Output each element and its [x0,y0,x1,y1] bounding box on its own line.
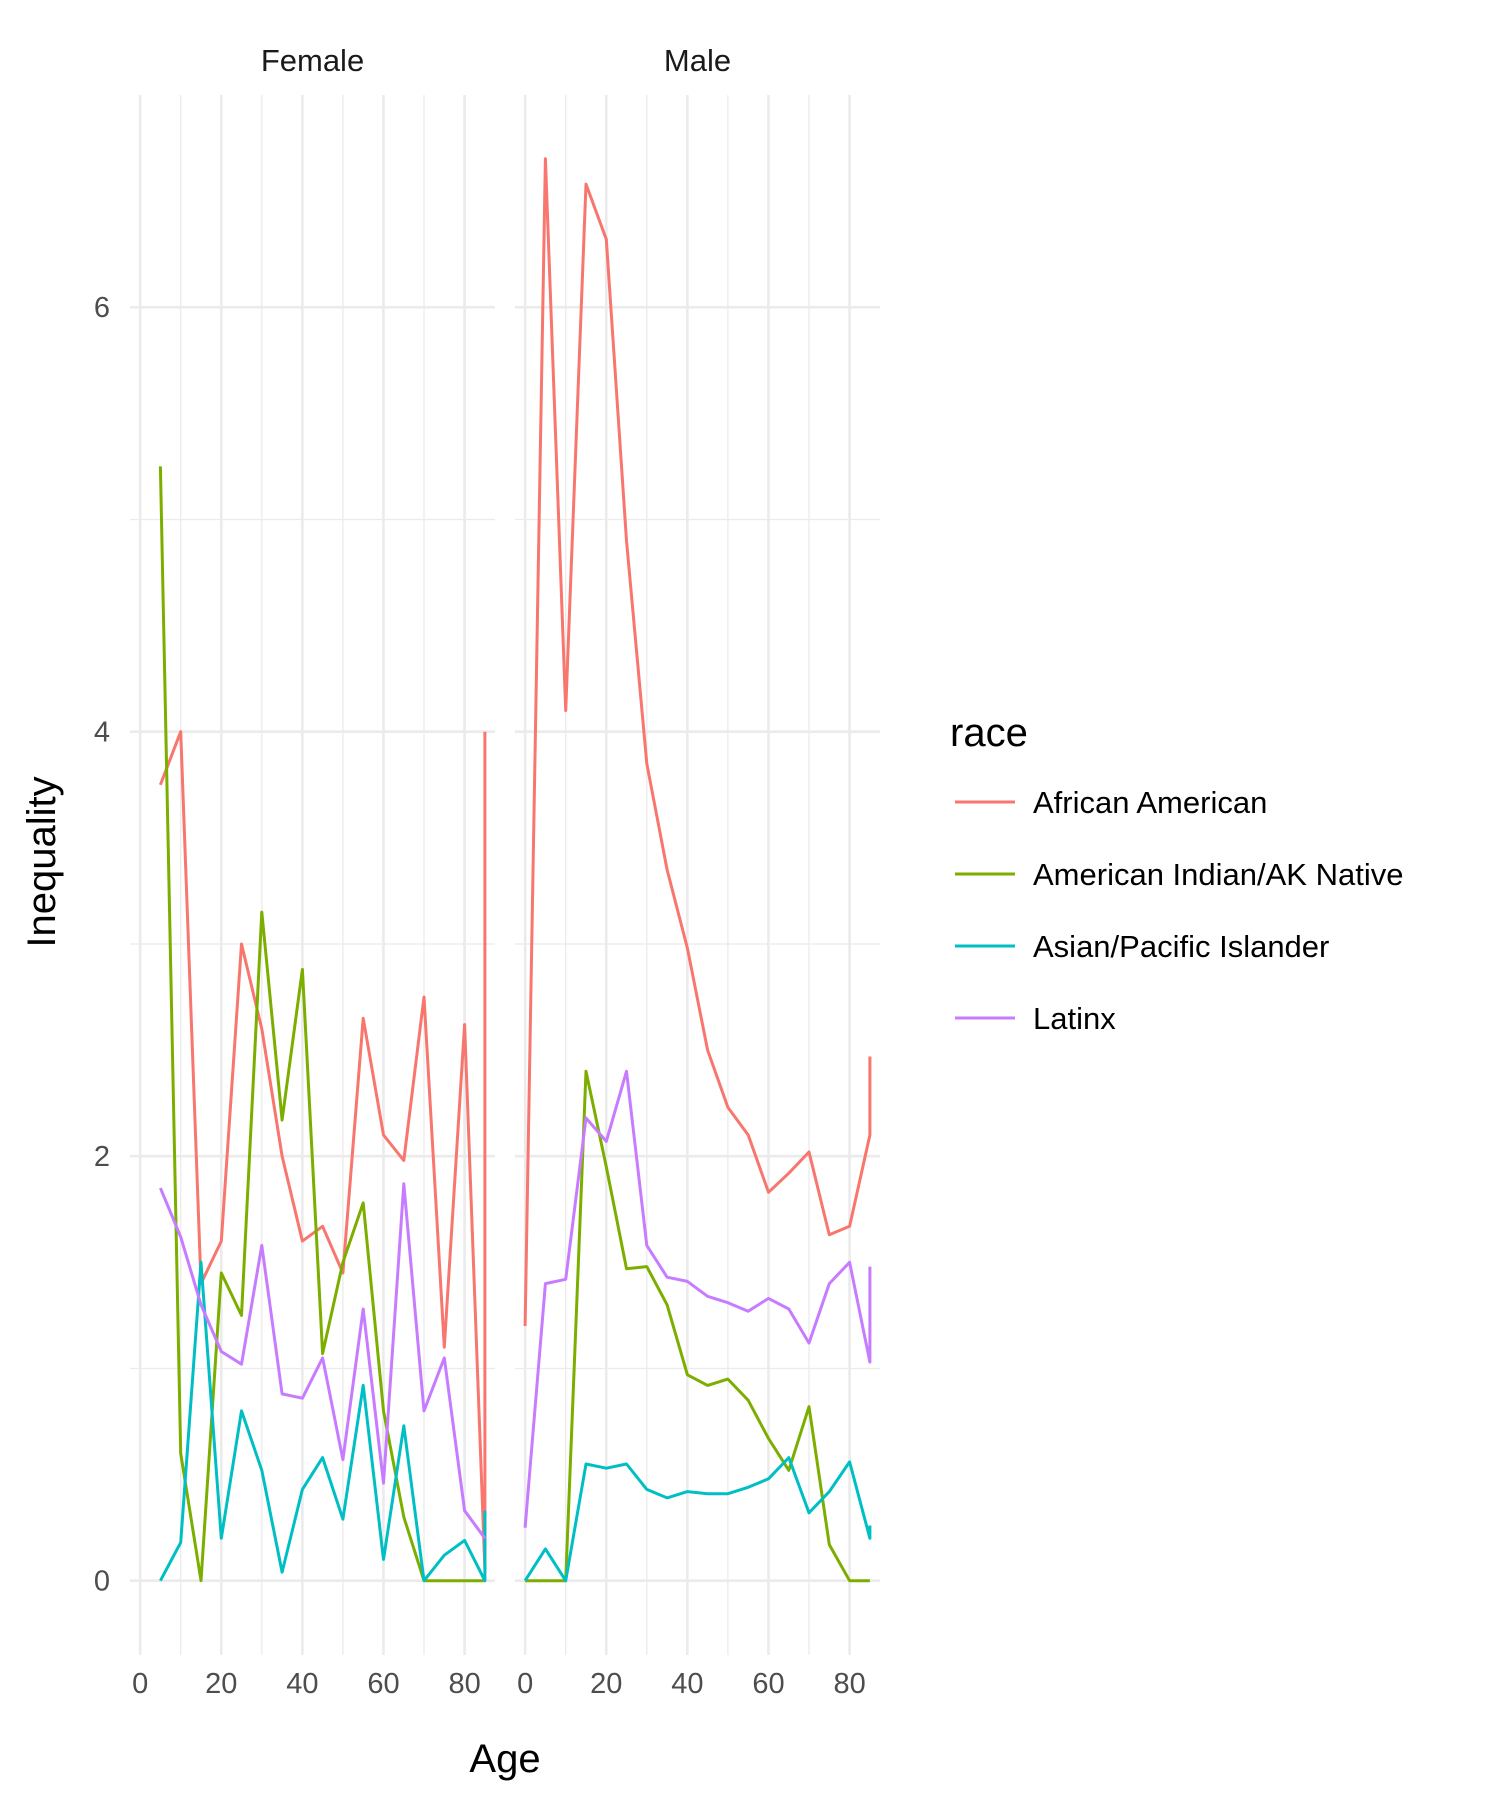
x-axis-title: Age [469,1737,540,1781]
y-axis-title: Inequality [20,776,64,947]
x-tick-label: 80 [448,1668,480,1700]
legend-item: American Indian/AK Native [955,857,1403,892]
y-axis: 0 2 4 6 [94,292,110,1597]
legend-label: American Indian/AK Native [1033,857,1403,892]
facet-title: Female [261,43,364,78]
x-tick-label: 40 [671,1668,703,1700]
series-line-asian-pacific-islander [159,1260,487,1583]
legend-label: Asian/Pacific Islander [1033,929,1329,964]
y-tick-label: 0 [94,1566,110,1598]
series-line-african-american [523,157,872,1327]
legend: race African American American Indian/AK … [950,711,1403,1036]
facet-panel-female: Female 0 20 40 60 80 [130,43,495,1700]
y-tick-label: 2 [94,1141,110,1173]
x-tick-label: 0 [132,1668,148,1700]
legend-label: African American [1033,785,1267,820]
series-line-african-american [158,730,487,1572]
legend-title: race [950,711,1028,755]
facet-panel-male: Male 0 20 40 60 80 [515,43,880,1700]
series-line-latinx [523,1069,872,1528]
x-tick-label: 60 [367,1668,399,1700]
x-tick-label: 20 [590,1668,622,1700]
legend-label: Latinx [1033,1001,1116,1036]
series-line-latinx [159,1182,487,1540]
series-line-asian-pacific-islander [523,1456,872,1583]
legend-item: African American [955,785,1267,820]
x-tick-label: 0 [517,1668,533,1700]
facets: Female 0 20 40 60 80 Male 0 20 40 60 80 0 2 4 6 [94,43,880,1700]
legend-item: Asian/Pacific Islander [955,929,1329,964]
facet-title: Male [664,43,731,78]
y-tick-label: 4 [94,717,110,749]
x-tick-label: 60 [752,1668,784,1700]
x-tick-label: 20 [205,1668,237,1700]
x-tick-label: 80 [833,1668,865,1700]
series-line-american-indian-ak-native [158,466,485,1583]
y-tick-label: 6 [94,292,110,324]
legend-item: Latinx [955,1001,1116,1036]
x-tick-label: 40 [286,1668,318,1700]
